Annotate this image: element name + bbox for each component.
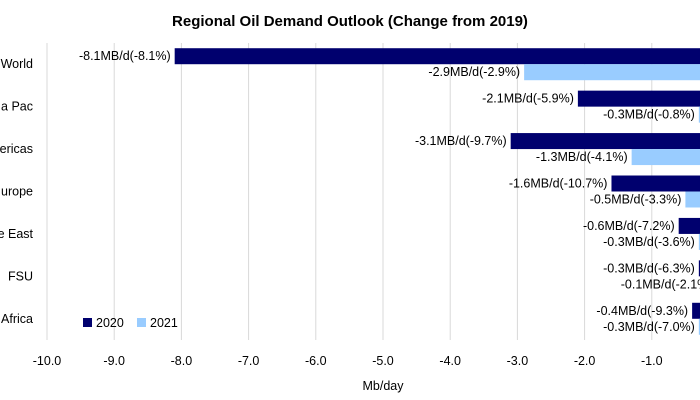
- x-axis-ticks: -10.0 -9.0 -8.0 -7.0 -6.0 -5.0 -4.0 -3.0 -2.0 -1.…: [33, 354, 663, 368]
- gridlines: [46, 43, 653, 340]
- bar-2020: [174, 48, 700, 65]
- x-tick-label: -8.0: [171, 354, 193, 368]
- chart-title: Regional Oil Demand Outlook (Change from…: [172, 13, 528, 30]
- data-label-2021: -0.1MB/d(-2.1%: [621, 277, 700, 291]
- data-label-2020: -3.1MB/d(-9.7%): [415, 134, 507, 148]
- bars: [174, 48, 700, 335]
- x-axis-title: Mb/day: [363, 379, 405, 393]
- bar-2021: [685, 191, 700, 208]
- x-tick-label: -7.0: [238, 354, 260, 368]
- category-label: Africa: [1, 312, 33, 326]
- data-label-2021: -0.3MB/d(-7.0%): [603, 320, 695, 334]
- category-label: ericas: [0, 142, 33, 156]
- x-tick-label: -3.0: [507, 354, 529, 368]
- bar-2021: [698, 318, 700, 335]
- bar-2021: [631, 149, 700, 166]
- bar-2020: [678, 217, 700, 234]
- bar-2020: [510, 133, 700, 150]
- x-tick-label: -10.0: [33, 354, 62, 368]
- legend-swatch-2020: [83, 318, 92, 327]
- bar-2021: [698, 106, 700, 123]
- data-label-2021: -1.3MB/d(-4.1%): [536, 150, 628, 164]
- category-label: a Pac: [1, 100, 33, 114]
- data-label-2020: -0.3MB/d(-6.3%): [603, 261, 695, 275]
- bar-2020: [611, 175, 700, 192]
- category-label: e East: [0, 227, 34, 241]
- data-label-2021: -0.3MB/d(-0.8%): [603, 108, 695, 122]
- category-label: FSU: [8, 269, 33, 283]
- legend-label-2020: 2020: [96, 316, 124, 330]
- bar-2020: [692, 302, 700, 319]
- legend-label-2021: 2021: [150, 316, 178, 330]
- category-labels: World a Pac ericas urope e East FSU Africa: [0, 57, 34, 326]
- data-label-2021: -0.5MB/d(-3.3%): [590, 193, 682, 207]
- data-label-2020: -1.6MB/d(-10.7%): [509, 177, 608, 191]
- category-label: urope: [1, 185, 33, 199]
- x-tick-label: -4.0: [439, 354, 461, 368]
- data-labels: -8.1MB/d(-8.1%) -2.9MB/d(-2.9%) -2.1MB/d(-…: [79, 49, 700, 334]
- legend: 2020 2021: [83, 316, 178, 330]
- bar-2020: [698, 260, 700, 277]
- data-label-2021: -2.9MB/d(-2.9%): [428, 65, 520, 79]
- x-tick-label: -2.0: [574, 354, 596, 368]
- x-tick-label: -9.0: [103, 354, 125, 368]
- data-label-2021: -0.3MB/d(-3.6%): [603, 235, 695, 249]
- x-tick-label: -5.0: [372, 354, 394, 368]
- data-label-2020: -0.4MB/d(-9.3%): [596, 304, 688, 318]
- x-tick-label: -6.0: [305, 354, 327, 368]
- legend-swatch-2021: [137, 318, 146, 327]
- bar-2021: [524, 64, 700, 81]
- x-tick-label: -1.0: [641, 354, 663, 368]
- bar-2020: [577, 90, 700, 107]
- data-label-2020: -0.6MB/d(-7.2%): [583, 219, 675, 233]
- bar-2021: [698, 233, 700, 250]
- category-label: World: [1, 57, 33, 71]
- data-label-2020: -8.1MB/d(-8.1%): [79, 49, 171, 63]
- data-label-2020: -2.1MB/d(-5.9%): [482, 92, 574, 106]
